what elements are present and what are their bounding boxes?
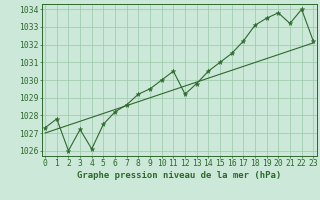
X-axis label: Graphe pression niveau de la mer (hPa): Graphe pression niveau de la mer (hPa)	[77, 171, 281, 180]
